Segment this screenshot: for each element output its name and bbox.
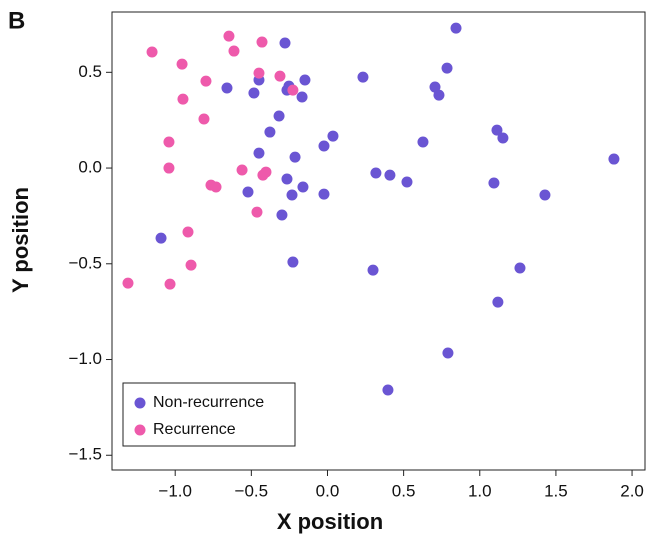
point <box>177 93 189 105</box>
point <box>253 67 265 79</box>
point <box>210 181 222 193</box>
legend-box <box>122 382 296 447</box>
y-axis-label: Y position <box>8 187 33 293</box>
point <box>276 209 288 221</box>
x-tick-label: 2.0 <box>620 481 644 500</box>
x-tick-label: 1.5 <box>544 481 568 500</box>
point <box>539 189 551 201</box>
point <box>281 173 293 185</box>
point <box>251 206 263 218</box>
point <box>289 151 301 163</box>
point <box>198 113 210 125</box>
point <box>256 36 268 48</box>
point <box>492 296 504 308</box>
point <box>367 264 379 276</box>
point <box>497 132 509 144</box>
point <box>155 232 167 244</box>
point <box>370 167 382 179</box>
point <box>236 164 248 176</box>
legend-label: Recurrence <box>153 421 236 438</box>
point <box>257 169 269 181</box>
point <box>296 91 308 103</box>
point <box>274 70 286 82</box>
legend-marker <box>134 397 146 409</box>
point <box>491 124 503 136</box>
point <box>242 186 254 198</box>
point <box>384 169 396 181</box>
x-tick-label: 0.0 <box>316 481 340 500</box>
point <box>318 188 330 200</box>
point <box>146 46 158 58</box>
point <box>382 384 394 396</box>
point <box>253 147 265 159</box>
point <box>228 45 240 57</box>
x-tick-label: 1.0 <box>468 481 492 500</box>
y-tick-label: −1.0 <box>68 349 102 368</box>
point <box>327 130 339 142</box>
y-tick-label: 0.5 <box>78 62 102 81</box>
point <box>286 189 298 201</box>
x-tick-label: −0.5 <box>235 481 269 500</box>
point <box>357 71 369 83</box>
y-tick-label: −0.5 <box>68 253 102 272</box>
point <box>273 110 285 122</box>
x-axis-label: X position <box>277 509 383 534</box>
point <box>287 84 299 96</box>
point <box>163 162 175 174</box>
x-tick-label: −1.0 <box>158 481 192 500</box>
point <box>297 181 309 193</box>
point <box>608 153 620 165</box>
point <box>248 87 260 99</box>
legend-marker <box>134 424 146 436</box>
point <box>185 259 197 271</box>
point <box>441 62 453 74</box>
point <box>488 177 500 189</box>
point <box>164 278 176 290</box>
legend-label: Non-recurrence <box>153 394 264 411</box>
y-tick-label: 0.0 <box>78 158 102 177</box>
point <box>287 256 299 268</box>
point <box>514 262 526 274</box>
y-tick-label: −1.5 <box>68 445 102 464</box>
point <box>223 30 235 42</box>
point <box>176 58 188 70</box>
plot-frame <box>111 11 646 471</box>
point <box>417 136 429 148</box>
point <box>450 22 462 34</box>
x-tick-label: 0.5 <box>392 481 416 500</box>
point <box>200 75 212 87</box>
point <box>318 140 330 152</box>
point <box>279 37 291 49</box>
point <box>401 176 413 188</box>
point <box>221 82 233 94</box>
point <box>163 136 175 148</box>
point <box>182 226 194 238</box>
point <box>122 277 134 289</box>
point <box>264 126 276 138</box>
point <box>442 347 454 359</box>
panel-label: B <box>8 7 25 34</box>
point <box>433 89 445 101</box>
point <box>299 74 311 86</box>
